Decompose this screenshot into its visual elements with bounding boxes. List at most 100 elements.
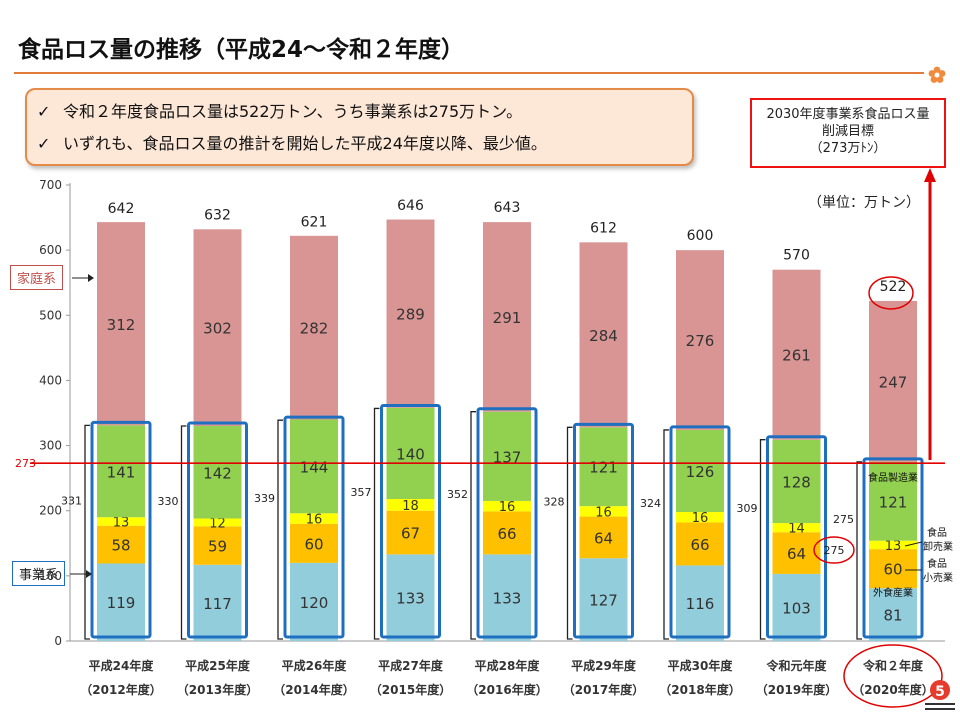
data-label: 284 — [589, 327, 618, 345]
data-label: 12 — [209, 516, 226, 531]
data-label: 103 — [782, 599, 811, 617]
total-label: 621 — [301, 214, 328, 230]
x-tick-label: 平成30年度 — [668, 658, 734, 673]
x-tick-label: 平成24年度 — [89, 658, 155, 673]
bar-segment-manufacturing — [676, 429, 724, 513]
business-bracket — [856, 461, 862, 640]
target-line-label: 273 — [15, 457, 36, 470]
data-label: 60 — [883, 561, 902, 579]
x-tick-sub-label: （2012年度） — [80, 682, 161, 697]
page-title: 食品ロス量の推移（平成24～令和２年度） — [18, 37, 465, 63]
total-label: 646 — [397, 198, 424, 214]
data-label: 302 — [203, 320, 232, 338]
data-label: 137 — [493, 448, 522, 466]
bar-segment-household — [193, 229, 242, 427]
data-label: 119 — [107, 594, 136, 612]
data-label: 14 — [788, 522, 805, 537]
data-label: 133 — [493, 590, 522, 608]
business-total-label: 331 — [61, 495, 82, 508]
business-outline — [187, 421, 248, 639]
food-service-label: 外食産業 — [873, 586, 913, 599]
business-outline — [669, 425, 731, 639]
data-label: 140 — [396, 445, 425, 463]
summary-line-1: ✓ 令和２年度食品ロス量は522万トン、うち事業系は275万トン。 — [37, 102, 523, 121]
data-label: 261 — [782, 347, 811, 365]
bar-segment-retail — [290, 523, 338, 563]
x-tick-sub-label: （2016年度） — [466, 682, 547, 697]
bar-segment-household — [869, 300, 917, 462]
data-label: 66 — [497, 525, 516, 543]
bar-segment-manufacturing — [97, 425, 145, 518]
business-total-label: 275 — [833, 513, 854, 526]
business-highlight-circle — [813, 536, 855, 564]
business-arrow-head — [86, 570, 92, 578]
business-total-label: 330 — [158, 495, 179, 508]
business-total-label: 339 — [254, 492, 275, 505]
business-bracket — [470, 411, 476, 640]
data-label: 276 — [686, 332, 715, 350]
bar-segment-wholesale — [97, 517, 145, 526]
bar-segment-wholesale — [290, 513, 338, 524]
check-icon: ✓ — [37, 134, 51, 153]
business-total-2020-label: 275 — [824, 544, 845, 557]
data-label: 141 — [107, 463, 136, 481]
bar-segment-food-service — [772, 573, 821, 641]
data-label: 282 — [300, 320, 329, 338]
bar-segment-household — [290, 235, 338, 420]
bar-segment-household — [579, 242, 628, 428]
data-label: 116 — [686, 595, 715, 613]
y-tick-label: 300 — [39, 439, 62, 453]
total-label: 643 — [494, 200, 521, 216]
flower-icon — [928, 66, 946, 83]
data-label: 126 — [686, 463, 715, 481]
household-tag: 家庭系 — [10, 265, 64, 290]
x-tick-label: 令和元年度 — [765, 658, 827, 673]
business-total-label: 357 — [351, 486, 372, 499]
y-tick-label: 0 — [54, 634, 62, 648]
bar-segment-manufacturing — [483, 411, 531, 501]
y-tick-label: 200 — [39, 504, 62, 518]
business-total-label: 309 — [737, 502, 758, 515]
business-tag: 事業系 — [12, 561, 66, 586]
total-label: 522 — [880, 279, 907, 295]
x-tick-sub-label: （2019年度） — [756, 682, 837, 697]
y-tick-label: 100 — [39, 569, 62, 583]
target-box: 2030年度事業系食品ロス量 削減目標 （273万ﾄﾝ） — [750, 98, 946, 168]
bar-segment-retail — [483, 511, 531, 555]
x-tick-label: 平成27年度 — [378, 658, 444, 673]
data-label: 16 — [306, 513, 323, 528]
business-bracket — [277, 419, 283, 640]
data-label: 16 — [595, 505, 612, 520]
bar-segment-manufacturing — [193, 426, 242, 519]
page-line — [925, 708, 955, 710]
business-outline — [476, 407, 538, 639]
x-tick-sub-label: （2017年度） — [563, 682, 644, 697]
business-outline — [766, 435, 827, 639]
data-label: 66 — [690, 536, 709, 554]
data-label: 142 — [203, 464, 232, 482]
data-label: 13 — [885, 539, 902, 554]
bar-segment-manufacturing — [290, 419, 338, 514]
bar-segment-wholesale — [869, 540, 917, 550]
data-label: 60 — [304, 535, 323, 553]
business-outline — [90, 420, 152, 639]
bar-segment-wholesale — [579, 506, 628, 517]
data-label: 127 — [589, 592, 618, 610]
x-tick-label: 令和２年度 — [862, 658, 924, 673]
data-label: 291 — [493, 309, 522, 327]
business-total-label: 352 — [447, 488, 468, 501]
data-label: 67 — [401, 525, 420, 543]
bar-segment-household — [483, 222, 531, 412]
data-label: 64 — [594, 529, 613, 547]
data-label: 120 — [300, 594, 329, 612]
data-label: 128 — [782, 473, 811, 491]
data-label: 58 — [111, 537, 130, 555]
retail-label-line2: 小売業 — [923, 571, 953, 584]
y-tick-label: 500 — [39, 308, 62, 322]
bar-segment-retail — [869, 549, 917, 589]
retail-label-line1: 食品 — [927, 557, 947, 570]
data-label: 59 — [208, 538, 227, 556]
business-outline — [283, 415, 345, 639]
business-bracket — [663, 429, 669, 640]
